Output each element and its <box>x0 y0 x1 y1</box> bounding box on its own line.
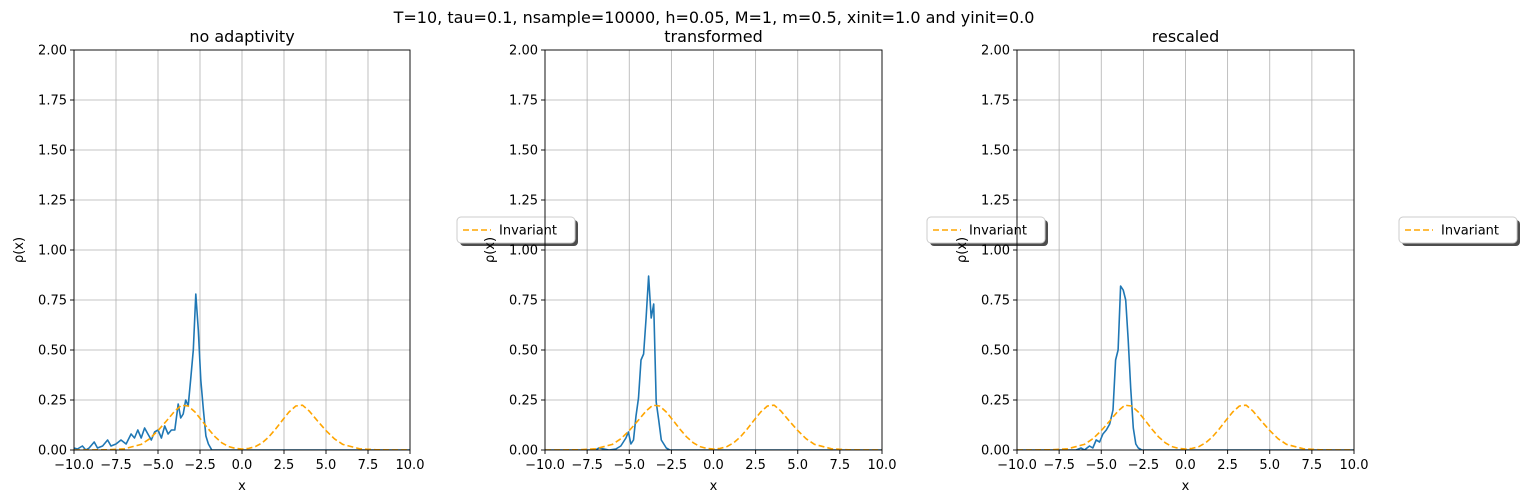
invariant-density-line <box>545 404 882 450</box>
invariant-density-line <box>1017 404 1354 450</box>
y-tick-label: 2.00 <box>509 44 538 59</box>
y-tick-label: 0.50 <box>509 344 538 359</box>
panel-title: rescaled <box>1152 27 1219 46</box>
invariant-density-line <box>74 404 410 450</box>
y-tick-label: 0.25 <box>981 394 1010 409</box>
y-axis-label: ρ(x) <box>12 237 27 263</box>
y-tick-label: 0.75 <box>981 294 1010 309</box>
legend-box <box>926 216 1046 244</box>
plot-area <box>74 293 410 450</box>
panel-title: transformed <box>664 27 762 46</box>
x-tick-label: 2.5 <box>274 458 295 473</box>
x-tick-label: 7.5 <box>1302 458 1323 473</box>
legend-box <box>456 216 576 244</box>
x-tick-label: 2.5 <box>745 458 766 473</box>
histogram-density-line <box>1017 285 1354 450</box>
y-axis-label: ρ(x) <box>955 237 970 263</box>
x-tick-label: −2.5 <box>1128 458 1160 473</box>
y-tick-label: 1.25 <box>509 194 538 209</box>
y-tick-label: 0.00 <box>38 444 67 459</box>
x-tick-label: −2.5 <box>656 458 688 473</box>
plot-area <box>1017 285 1354 450</box>
y-tick-label: 1.25 <box>981 194 1010 209</box>
y-tick-label: 0.00 <box>981 444 1010 459</box>
x-axis-label: x <box>238 479 246 494</box>
y-tick-label: 1.00 <box>38 244 67 259</box>
y-tick-label: 0.25 <box>509 394 538 409</box>
x-tick-label: 0.0 <box>1175 458 1196 473</box>
y-tick-label: 1.75 <box>38 94 67 109</box>
x-tick-label: 10.0 <box>868 458 897 473</box>
y-tick-label: 1.75 <box>509 94 538 109</box>
x-tick-label: −7.5 <box>100 458 132 473</box>
y-tick-label: 1.50 <box>38 144 67 159</box>
y-tick-label: 0.50 <box>38 344 67 359</box>
legend-label-invariant: Invariant <box>1441 224 1499 239</box>
x-tick-label: 0.0 <box>232 458 253 473</box>
y-tick-label: 1.50 <box>981 144 1010 159</box>
legend-label-invariant: Invariant <box>969 224 1027 239</box>
x-tick-label: 5.0 <box>1259 458 1280 473</box>
x-tick-label: −5.0 <box>1085 458 1117 473</box>
x-tick-label: 0.0 <box>703 458 724 473</box>
y-tick-label: 1.75 <box>981 94 1010 109</box>
y-tick-label: 2.00 <box>38 44 67 59</box>
x-tick-label: −5.0 <box>142 458 174 473</box>
y-tick-label: 0.25 <box>38 394 67 409</box>
y-tick-label: 0.00 <box>509 444 538 459</box>
legend: Invariant <box>1398 216 1520 246</box>
y-tick-label: 1.00 <box>509 244 538 259</box>
legend: Invariant <box>456 216 578 246</box>
x-tick-label: −7.5 <box>1043 458 1075 473</box>
x-tick-label: −2.5 <box>184 458 216 473</box>
x-axis-label: x <box>1182 479 1190 494</box>
panel-title: no adaptivity <box>189 27 294 46</box>
legend-box <box>1398 216 1518 244</box>
y-tick-label: 1.25 <box>38 194 67 209</box>
x-tick-label: −5.0 <box>613 458 645 473</box>
figure-title: T=10, tau=0.1, nsample=10000, h=0.05, M=… <box>393 8 1035 27</box>
x-axis-label: x <box>710 479 718 494</box>
x-tick-label: −10.0 <box>525 458 565 473</box>
x-tick-label: 10.0 <box>1340 458 1369 473</box>
y-tick-label: 1.00 <box>981 244 1010 259</box>
x-tick-label: 10.0 <box>396 458 425 473</box>
y-tick-label: 2.00 <box>981 44 1010 59</box>
y-tick-label: 1.50 <box>509 144 538 159</box>
y-tick-label: 0.75 <box>38 294 67 309</box>
legend-label-invariant: Invariant <box>499 224 557 239</box>
x-tick-label: 7.5 <box>358 458 379 473</box>
panel-rescaled: −10.0 −7.5 −5.0 −2.5 0.0 2.5 5.0 7.5 10.0 0.00 0.2… <box>955 27 1520 494</box>
legend: Invariant <box>926 216 1048 246</box>
x-tick-label: 5.0 <box>316 458 337 473</box>
x-tick-label: −7.5 <box>571 458 603 473</box>
y-axis-label: ρ(x) <box>483 237 498 263</box>
y-tick-label: 0.75 <box>509 294 538 309</box>
x-tick-label: 5.0 <box>787 458 808 473</box>
x-tick-label: 2.5 <box>1217 458 1238 473</box>
x-tick-label: −10.0 <box>54 458 94 473</box>
x-tick-label: −10.0 <box>997 458 1037 473</box>
x-tick-label: 7.5 <box>830 458 851 473</box>
panel-transformed: −10.0 −7.5 −5.0 −2.5 0.0 2.5 5.0 7.5 10.0 0.00 0.2… <box>483 27 1048 494</box>
panel-no-adaptivity: −10.0 −7.5 −5.0 −2.5 0.0 2.5 5.0 7.5 10.0 0.00 0.2… <box>12 27 578 494</box>
histogram-density-line <box>74 293 410 450</box>
y-tick-label: 0.50 <box>981 344 1010 359</box>
